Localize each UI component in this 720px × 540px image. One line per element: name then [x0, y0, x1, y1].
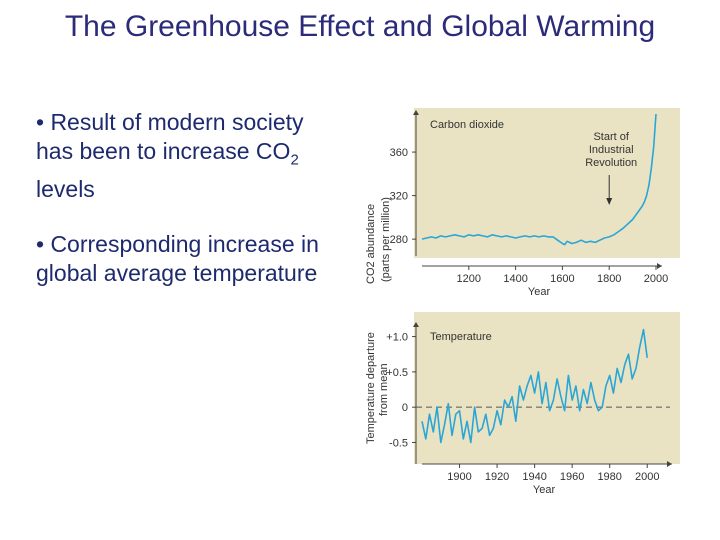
co2-panel-title: Carbon dioxide: [430, 119, 504, 131]
bullet-co2-subscript: 2: [290, 151, 299, 169]
co2-annotation-line: Start of: [593, 131, 629, 143]
co2-ytick-label: 320: [390, 191, 408, 203]
temperature-xtick-label: 1920: [485, 471, 509, 483]
co2-xtick-label: 2000: [644, 273, 668, 285]
co2-ytick-label: 360: [390, 147, 408, 159]
temperature-ylabel: Temperature departure: [365, 332, 377, 444]
temperature-xtick-label: 2000: [635, 471, 659, 483]
temperature-ytick-label: +0.5: [386, 367, 408, 379]
bullet-co2: • Result of modern society has been to i…: [36, 108, 336, 204]
temperature-series-line: [421, 328, 648, 444]
temperature-xtick-label: 1900: [447, 471, 471, 483]
co2-annotation-line: Revolution: [585, 157, 637, 169]
co2-annotation-line: Industrial: [589, 144, 634, 156]
temperature-ytick-label: -0.5: [389, 437, 408, 449]
bullet-co2-text-end: levels: [36, 175, 95, 202]
co2-xtick-label: 1800: [597, 273, 621, 285]
temperature-panel-title: Temperature: [430, 331, 492, 343]
temperature-xlabel: Year: [533, 484, 556, 496]
temperature-ylabel-sub-text: from mean: [378, 363, 390, 416]
co2-ylabel-text: CO2 abundance: [365, 204, 377, 284]
co2-series-line: [421, 113, 657, 246]
temperature-xtick-label: 1940: [522, 471, 546, 483]
co2-chart-panel: [414, 108, 680, 258]
co2-ylabel-sub-text: (parts per million): [380, 197, 392, 282]
temperature-ylabel-text: Temperature departure: [365, 332, 377, 444]
temperature-ytick-label: 0: [402, 402, 408, 414]
co2-ylabel-sub: (parts per million): [380, 197, 392, 282]
co2-ytick-label: 280: [390, 234, 408, 246]
co2-annotation-arrow-head: [606, 198, 613, 205]
temperature-ylabel-sub: from mean: [378, 363, 390, 416]
temperature-xtick-label: 1960: [560, 471, 584, 483]
slide-title: The Greenhouse Effect and Global Warming: [64, 10, 656, 43]
temperature-xtick-label: 1980: [597, 471, 621, 483]
temperature-plot-area: Temperature 1900 1920 1940 1960 1980 2000 Year -…: [386, 322, 672, 496]
co2-ylabel: CO2 abundance: [365, 204, 377, 284]
bullet-list: • Result of modern society has been to i…: [36, 108, 336, 314]
co2-plot-area: Carbon dioxide 1200 1400 1600 1800 2000 Year 28…: [390, 110, 668, 298]
bullet-temperature-text: • Corresponding increase in global avera…: [36, 230, 319, 286]
bullet-co2-text: • Result of modern society has been to i…: [36, 109, 304, 164]
co2-xlabel: Year: [528, 286, 551, 298]
temperature-x-axis-arrow: [667, 461, 672, 467]
co2-xtick-label: 1200: [457, 273, 481, 285]
co2-xtick-label: 1400: [503, 273, 527, 285]
temperature-ytick-label: +1.0: [386, 332, 408, 344]
co2-x-axis-arrow: [657, 263, 662, 269]
temperature-chart: Temperature departure from mean Temperat…: [365, 312, 680, 496]
temperature-y-axis-arrow: [413, 322, 419, 327]
bullet-temperature: • Corresponding increase in global avera…: [36, 230, 336, 288]
co2-y-axis-arrow: [413, 110, 419, 115]
co2-xtick-label: 1600: [550, 273, 574, 285]
co2-chart: CO2 abundance (parts per million) Carbon…: [365, 108, 680, 298]
